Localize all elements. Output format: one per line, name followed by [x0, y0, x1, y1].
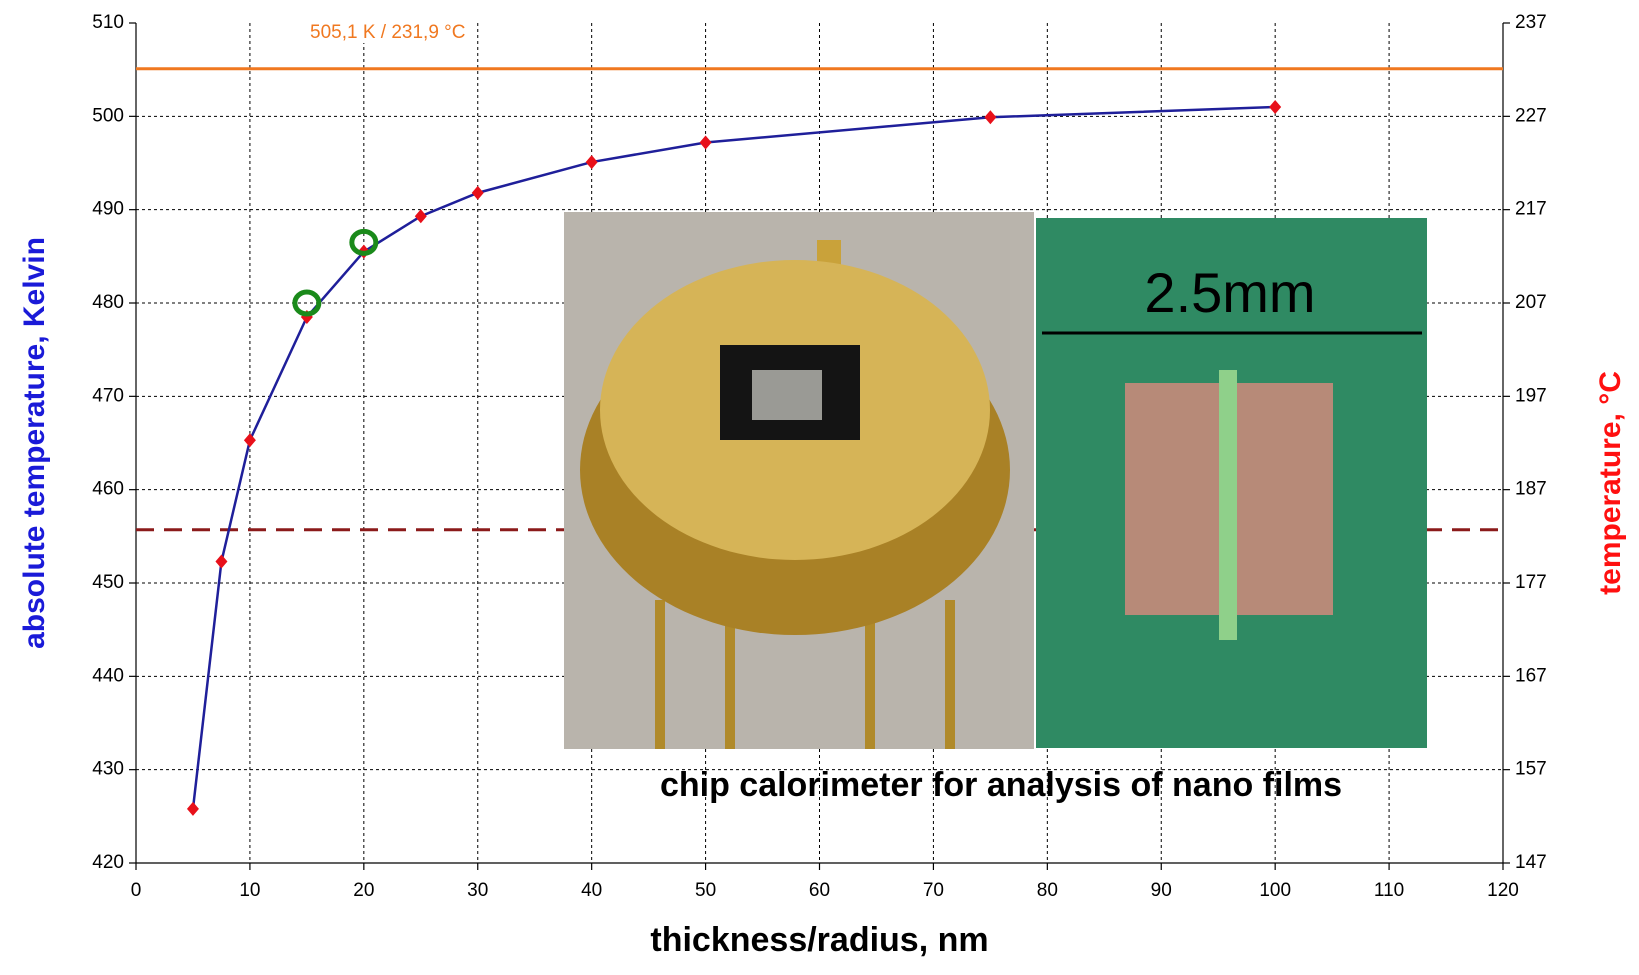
chart: 0 10 20 30 40 50 60 70 80 90 100 110 120 420 430 440 450… [0, 0, 1639, 975]
x-tick-label: 20 [353, 880, 374, 901]
x-tick-label: 90 [1151, 880, 1172, 901]
x-tick-label: 80 [1037, 880, 1058, 901]
x-tick-label: 40 [581, 880, 602, 901]
y-tick-label: 430 [92, 759, 124, 780]
x-tick-label: 70 [923, 880, 944, 901]
y-axis-title: absolute temperature, Kelvin [18, 237, 51, 649]
data-point [586, 155, 598, 169]
y-tick-label: 480 [92, 292, 124, 313]
y2-tick-label: 187 [1515, 479, 1547, 500]
y2-axis-title: temperature, °C [1594, 371, 1627, 595]
y2-tick-label: 237 [1515, 12, 1547, 33]
y-tick-label: 510 [92, 12, 124, 33]
y2-tick-label: 157 [1515, 759, 1547, 780]
x-axis-title: thickness/radius, nm [650, 921, 988, 959]
reference-label: 505,1 K / 231,9 °C [310, 22, 465, 43]
y-tick-label: 470 [92, 385, 124, 406]
data-point [1269, 100, 1281, 114]
y-tick-label: 450 [92, 572, 124, 593]
y-tick-label: 500 [92, 105, 124, 126]
x-tick-label: 100 [1259, 880, 1291, 901]
x-tick-label: 10 [239, 880, 260, 901]
inset-caption: chip calorimeter for analysis of nano fi… [660, 766, 1342, 804]
y2-tick-label: 227 [1515, 105, 1547, 126]
y2-tick-label: 217 [1515, 199, 1547, 220]
data-point [415, 209, 427, 223]
y2-tick-label: 147 [1515, 852, 1547, 873]
data-point [984, 110, 996, 124]
data-point [187, 802, 199, 816]
y2-tick-label: 207 [1515, 292, 1547, 313]
x-tick-label: 110 [1374, 880, 1404, 901]
data-point [244, 433, 256, 447]
x-tick-label: 120 [1487, 880, 1519, 901]
data-point [472, 186, 484, 200]
data-point [700, 135, 712, 149]
y2-tick-label: 197 [1515, 385, 1547, 406]
y2-tick-label: 167 [1515, 665, 1547, 686]
x-tick-label: 0 [131, 880, 142, 901]
y-tick-label: 440 [92, 665, 124, 686]
scale-label: 2.5mm [1144, 261, 1315, 324]
x-tick-label: 60 [809, 880, 830, 901]
y-tick-label: 490 [92, 199, 124, 220]
x-tick-label: 30 [467, 880, 488, 901]
photo-membrane [752, 370, 822, 420]
data-point [215, 555, 227, 569]
y-tick-label: 460 [92, 479, 124, 500]
photo-strip [1219, 370, 1237, 640]
x-tick-label: 50 [695, 880, 716, 901]
y-tick-label: 420 [92, 852, 124, 873]
y2-tick-label: 177 [1515, 572, 1547, 593]
inset-photos: 2.5mm chip calorimeter for analysis of n… [564, 212, 1427, 804]
